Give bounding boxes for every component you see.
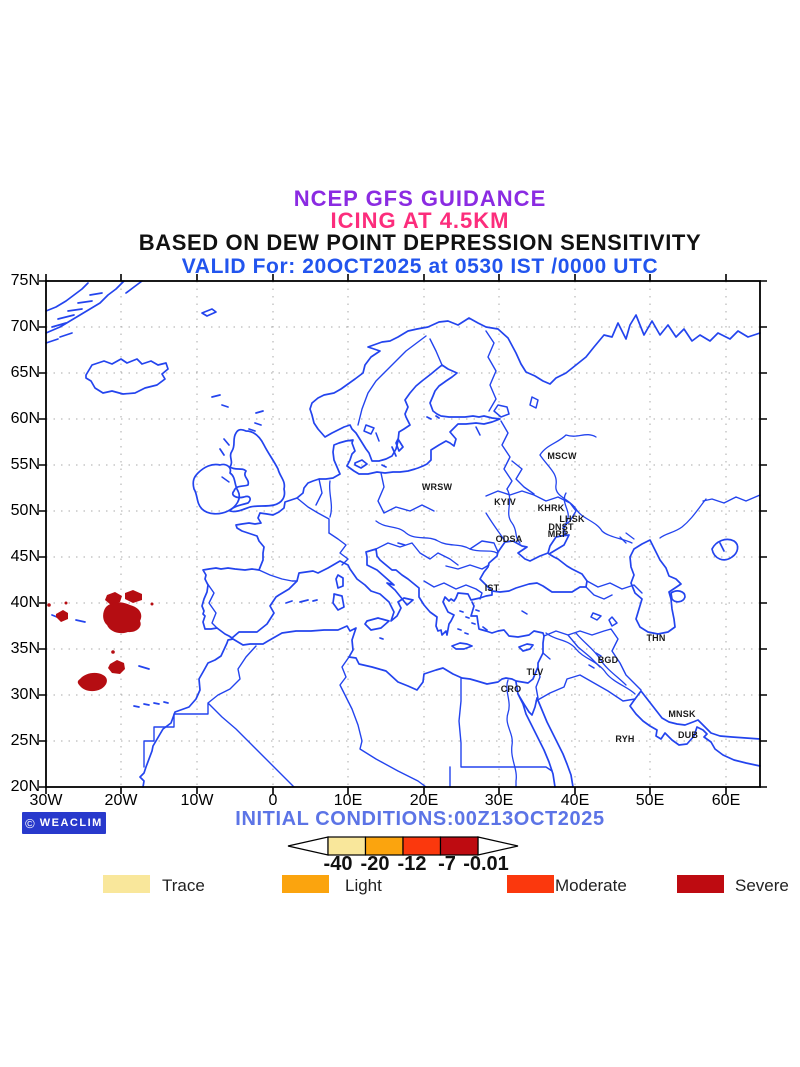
coast-jan-mayen — [201, 308, 217, 317]
title-valid-time: VALID For: 20OCT2025 at 0530 IST /0000 U… — [181, 255, 659, 278]
copyright-icon: © — [25, 815, 35, 831]
coast-red-sea — [515, 681, 574, 788]
lat-tick-label: 55N — [10, 456, 40, 473]
city-label: RYH — [615, 734, 635, 744]
coast-britain — [229, 428, 286, 513]
coast-aral — [711, 538, 739, 561]
city-label: BGD — [597, 655, 619, 665]
lat-tick-label: 30N — [10, 686, 40, 703]
longitude-axis: 30W 20W 10W 0 10E 20E 30E 40E 50E 60E — [30, 792, 760, 812]
icing-blob — [108, 660, 125, 674]
coast-ireland — [192, 463, 241, 515]
coast-med-south — [139, 601, 545, 788]
city-label: TLV — [526, 667, 544, 677]
lon-tick-label: 30E — [484, 792, 514, 809]
country-borders — [143, 330, 761, 788]
city-label: CRO — [500, 684, 522, 694]
lat-tick-label: 35N — [10, 640, 40, 657]
city-label: WRSW — [421, 482, 453, 492]
lon-tick-label: 40E — [560, 792, 590, 809]
lakes — [363, 396, 618, 669]
icing-blob — [103, 602, 142, 634]
severe-icing-areas — [47, 590, 154, 692]
coast-caspian — [629, 539, 682, 635]
legend-label: Moderate — [555, 876, 627, 895]
lon-tick-label: 10W — [180, 792, 214, 809]
weaclim-logo: © WEACLIM — [22, 812, 106, 834]
coast-med-north — [231, 548, 493, 639]
city-label: KHRK — [537, 503, 565, 513]
map-canvas: MSCW WRSW KYIV KHRK LHSK DNST MRP ODSA I… — [39, 274, 767, 794]
lon-tick-label: 0 — [268, 792, 278, 809]
city-label: KYIV — [494, 497, 516, 507]
city-label: IST — [484, 583, 500, 593]
city-label: ODSA — [495, 534, 523, 544]
lat-tick-label: 45N — [10, 548, 40, 565]
colorbar-seg-severe — [439, 836, 479, 856]
colorbar-tick-labels: -40 -20 -12 -7 -0.01 — [0, 853, 800, 875]
icing-blob — [125, 590, 142, 603]
lat-tick-label: 60N — [10, 410, 40, 427]
city-label: THN — [646, 633, 666, 643]
icing-blob — [56, 610, 68, 622]
lat-tick-label: 40N — [10, 594, 40, 611]
colorbar-tick-label: -20 — [360, 853, 390, 875]
map-svg — [39, 274, 767, 794]
icing-blob — [77, 672, 107, 692]
legend-label: Light — [345, 876, 382, 895]
legend-swatch — [677, 875, 724, 893]
lat-tick-label: 75N — [10, 272, 40, 289]
icing-blob — [105, 592, 122, 605]
lat-tick-label: 25N — [10, 732, 40, 749]
latitude-axis: 75N 70N 65N 60N 55N 50N 45N 40N 35N 30N … — [0, 272, 42, 795]
icing-legend: Trace Light Moderate Severe — [0, 873, 800, 897]
legend-swatch — [507, 875, 554, 893]
lon-tick-label: 20E — [409, 792, 439, 809]
lon-tick-label: 30W — [29, 792, 63, 809]
lat-tick-label: 20N — [10, 778, 40, 795]
lon-tick-label: 50E — [635, 792, 665, 809]
title-method: BASED ON DEW POINT DEPRESSION SENSITIVIT… — [138, 230, 702, 255]
legend-label: Trace — [162, 876, 205, 895]
city-label: LHSK — [559, 514, 585, 524]
lon-tick-label: 60E — [711, 792, 741, 809]
city-labels: MSCW WRSW KYIV KHRK LHSK DNST MRP ODSA I… — [46, 281, 760, 787]
coast-iceland — [85, 358, 169, 395]
legend-swatch — [282, 875, 329, 893]
lon-tick-label: 20W — [104, 792, 138, 809]
city-label: DUB — [677, 730, 699, 740]
city-label: MRP — [547, 529, 569, 539]
colorbar-tick-label: -40 — [323, 853, 353, 875]
colorbar-tick-label: -7 — [438, 853, 456, 875]
colorbar-tick-label: -12 — [397, 853, 427, 875]
colorbar-tick-label: -0.01 — [463, 853, 509, 875]
lat-tick-label: 65N — [10, 364, 40, 381]
coast-atlantic-islands — [51, 614, 169, 708]
coast-persian-gulf — [629, 698, 761, 767]
coast-north-europe — [201, 314, 761, 639]
lat-tick-label: 70N — [10, 318, 40, 335]
lon-tick-label: 10E — [333, 792, 363, 809]
rivers — [328, 434, 707, 788]
legend-swatch — [103, 875, 150, 893]
lat-tick-label: 50N — [10, 502, 40, 519]
coast-faroe — [211, 394, 264, 456]
city-label: MNSK — [668, 709, 696, 719]
initial-conditions-text: INITIAL CONDITIONS:00Z13OCT2025 — [235, 808, 605, 830]
title-model: NCEP GFS GUIDANCE — [293, 186, 547, 211]
colorbar — [287, 836, 519, 856]
map-frame — [39, 274, 767, 794]
title-product: ICING AT 4.5KM — [330, 208, 510, 233]
city-label: DNST — [548, 522, 574, 532]
coast-greenland — [45, 280, 125, 334]
axis-ticks — [39, 274, 767, 794]
coast-islands — [285, 415, 534, 652]
legend-label: Severe — [735, 876, 789, 895]
logo-text: WEACLIM — [39, 817, 103, 829]
coastlines — [45, 280, 761, 788]
city-label: MSCW — [547, 451, 577, 461]
